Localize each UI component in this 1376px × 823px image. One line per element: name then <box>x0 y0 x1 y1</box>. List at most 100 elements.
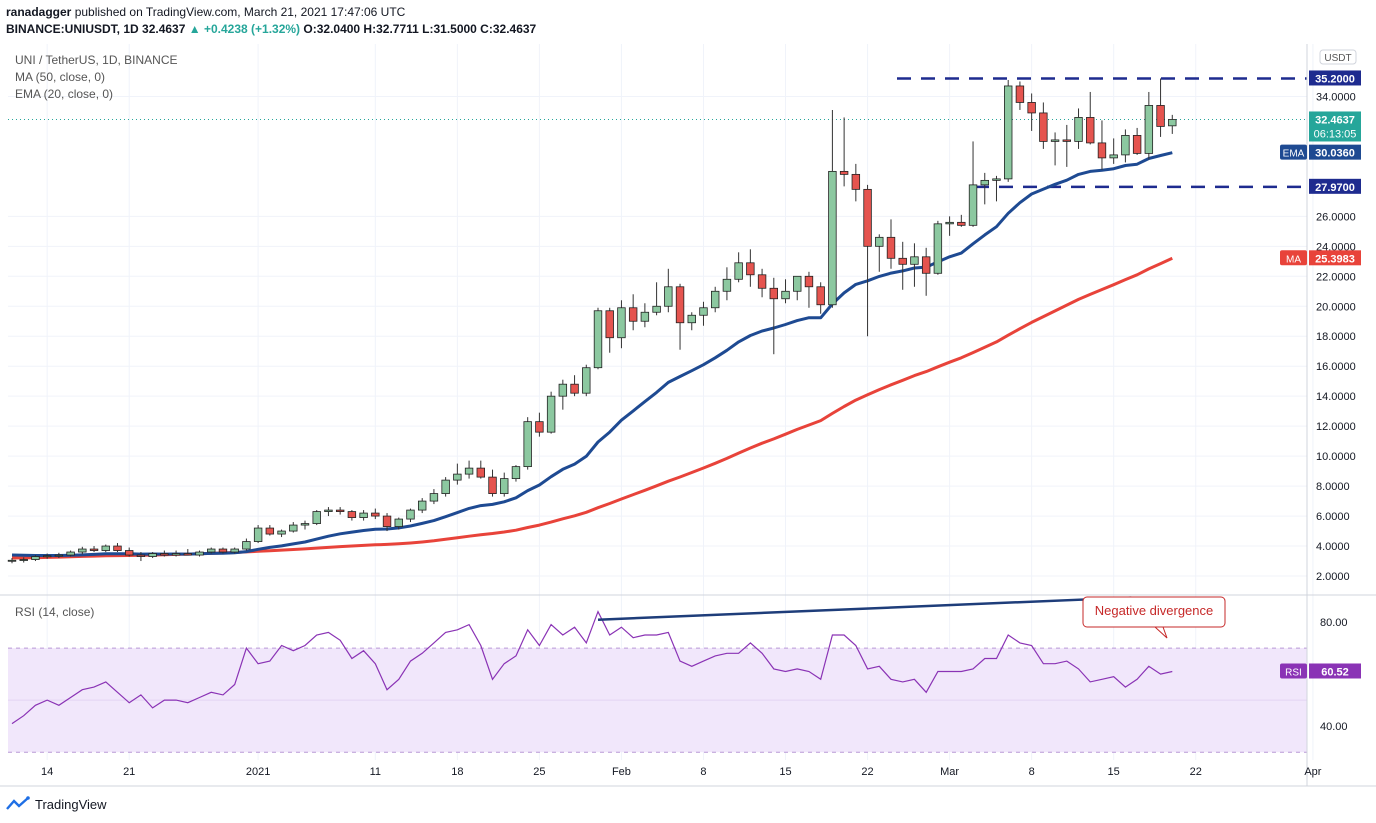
candle <box>687 312 696 331</box>
ema-badge: 30.0360 <box>1309 144 1361 160</box>
ma-line <box>11 256 1173 560</box>
legend-ma[interactable]: MA (50, close, 0) <box>15 70 106 84</box>
candle-body <box>19 559 28 561</box>
candle-body <box>523 421 532 468</box>
candle-body <box>324 509 333 512</box>
ema-tag-box <box>1280 144 1307 160</box>
rsi-tick-label: 80.00 <box>1320 617 1348 629</box>
candles <box>7 78 1177 564</box>
candle-body <box>125 550 134 556</box>
ma-tag-text: MA <box>1286 254 1301 265</box>
candle-body <box>757 274 767 289</box>
candle-body <box>230 548 239 553</box>
candle <box>1062 124 1071 167</box>
candle <box>617 300 626 349</box>
candle-body <box>675 286 685 324</box>
candle <box>1168 114 1177 134</box>
candle <box>546 391 556 434</box>
time-tick-label: 11 <box>370 766 381 778</box>
ma-path <box>11 256 1173 560</box>
candle-body <box>957 221 966 226</box>
price-tick-label: 34.0000 <box>1316 91 1356 103</box>
ema-badge-box <box>1309 144 1361 160</box>
candle <box>781 279 790 304</box>
support-badge-text: 27.9700 <box>1315 182 1355 194</box>
candle-body <box>136 554 146 557</box>
candle-body <box>289 524 298 532</box>
candle <box>230 547 239 554</box>
candle <box>89 546 99 553</box>
candle <box>699 301 708 326</box>
candle <box>933 220 943 275</box>
candle-body <box>1062 139 1071 142</box>
ema-line <box>11 151 1173 557</box>
negative-divergence-annotation[interactable]: Negative divergence <box>1082 596 1226 639</box>
brand-label: TradingView <box>35 796 107 812</box>
time-axis[interactable]: 14 21 2021 11 18 25 Feb 8 15 22 Mar 8 15 22 Apr <box>41 766 1322 778</box>
last-price-badge: 32.4637 06:13:05 <box>1309 111 1361 142</box>
price-tick-label: 26.0000 <box>1316 211 1356 223</box>
candle <box>910 243 919 287</box>
candle-body <box>921 256 931 274</box>
candle <box>875 234 884 272</box>
candle <box>125 547 134 557</box>
legend-ema[interactable]: EMA (20, close, 0) <box>15 87 114 101</box>
candle <box>734 252 743 283</box>
candle-body <box>1132 135 1142 154</box>
candle-body <box>476 467 485 478</box>
ema-path <box>11 151 1173 557</box>
rsi-pane-background <box>8 647 1307 753</box>
candle <box>78 546 87 555</box>
candle <box>757 268 767 298</box>
legend-symbol[interactable]: UNI / TetherUS, 1D, BINANCE <box>15 53 178 67</box>
candle-body <box>558 383 568 397</box>
candle <box>359 510 368 521</box>
ma-tag: MA <box>1280 250 1307 266</box>
candle <box>441 477 450 497</box>
candle-body <box>1097 142 1107 159</box>
candle-body <box>394 518 403 527</box>
candle <box>453 463 462 485</box>
ma-badge-box <box>1309 250 1361 266</box>
candle-body <box>183 553 192 556</box>
candle <box>335 507 345 515</box>
candle-body <box>945 221 954 225</box>
candle-body <box>910 256 919 265</box>
symbol-label[interactable]: BINANCE:UNIUSDT, 1D <box>6 22 139 36</box>
resistance-badge: 35.2000 <box>1309 70 1361 86</box>
candle-body <box>769 287 778 300</box>
candle <box>828 109 837 308</box>
candle-body <box>640 311 650 322</box>
candle-body <box>722 278 732 292</box>
candle-body <box>441 479 450 494</box>
tradingview-brand[interactable]: TradingView <box>6 796 107 812</box>
candle-body <box>1027 102 1036 114</box>
candle-body <box>1039 112 1048 142</box>
legend-rsi[interactable]: RSI (14, close) <box>15 605 95 619</box>
candle <box>218 547 228 554</box>
candle-body <box>664 286 673 307</box>
candle-body <box>687 314 696 324</box>
candle <box>1027 93 1036 131</box>
author-name[interactable]: ranadagger <box>6 5 72 19</box>
candle <box>769 277 778 355</box>
candle-body <box>464 467 474 475</box>
candle-body <box>628 307 638 322</box>
candle <box>265 525 275 536</box>
candle-body <box>171 553 181 556</box>
candle-body <box>1168 119 1177 127</box>
candle <box>523 417 532 470</box>
candle-body <box>54 554 64 557</box>
candle <box>394 517 403 530</box>
candle <box>277 529 286 538</box>
candle <box>746 249 755 287</box>
price-tick-label: 6.0000 <box>1316 511 1350 523</box>
candle <box>1086 91 1095 145</box>
price-axis[interactable]: 2.0000 4.0000 6.0000 8.0000 10.0000 12.0000 14… <box>0 44 1376 787</box>
candle <box>54 552 64 559</box>
candle-body <box>312 511 321 524</box>
candle <box>324 507 333 517</box>
candle <box>1132 127 1142 155</box>
candle-body <box>195 551 204 556</box>
